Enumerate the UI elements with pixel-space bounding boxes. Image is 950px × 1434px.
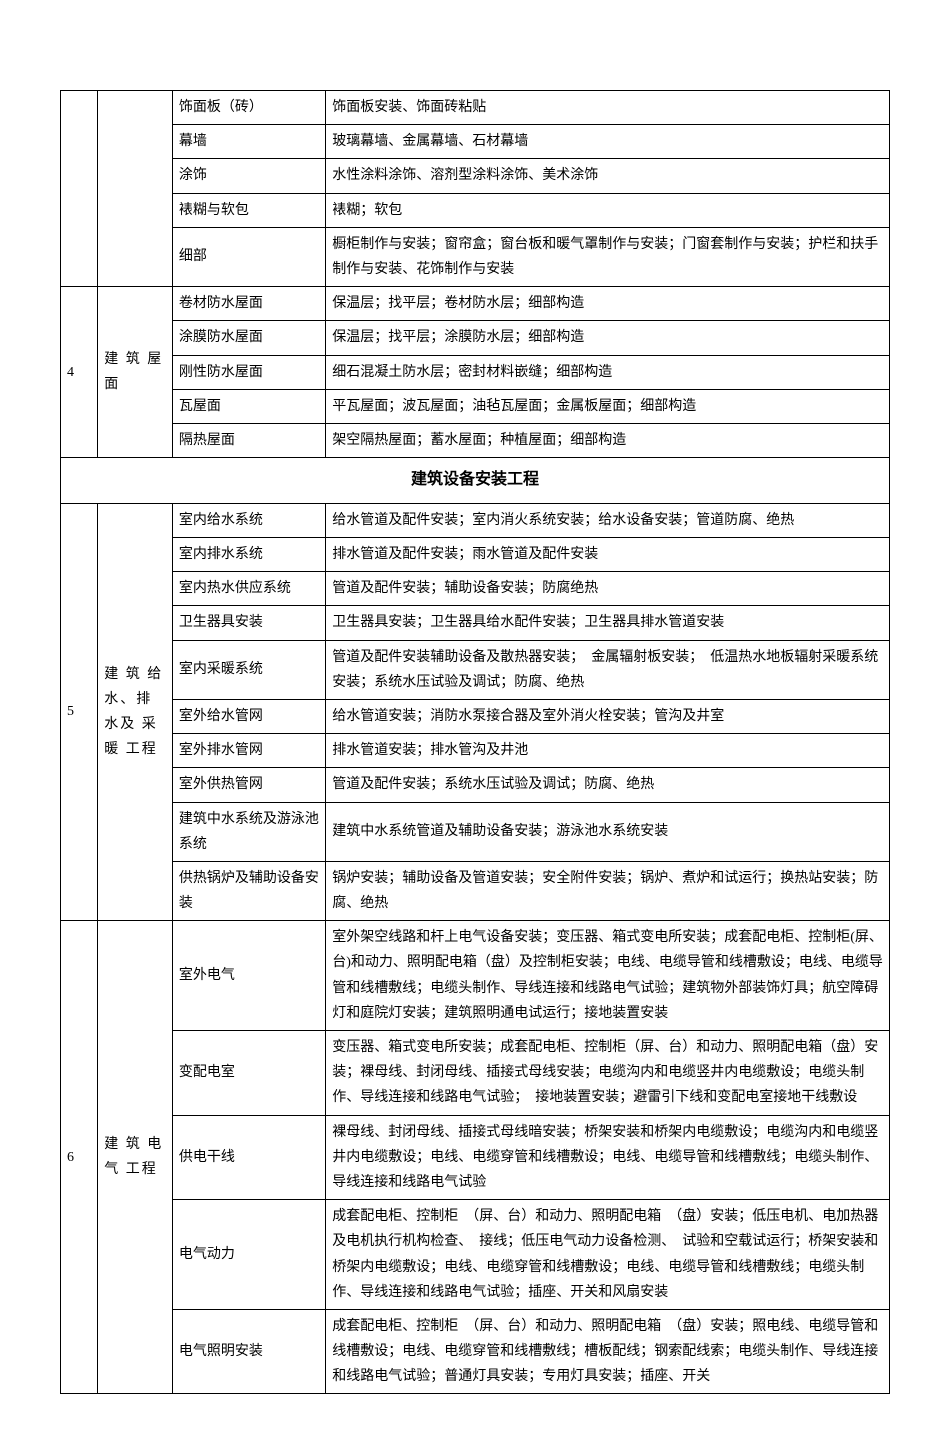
section-header-row: 建筑设备安装工程 xyxy=(61,458,890,504)
table-row: 瓦屋面 平瓦屋面；波瓦屋面；油毡瓦屋面；金属板屋面；细部构造 xyxy=(61,389,890,423)
sub-cell: 卫生器具安装 xyxy=(172,606,325,640)
main-table: 饰面板（砖） 饰面板安装、饰面砖粘贴 幕墙 玻璃幕墙、金属幕墙、石材幕墙 涂饰 … xyxy=(60,90,890,1394)
table-row: 室外排水管网 排水管道安装；排水管沟及井池 xyxy=(61,734,890,768)
sub-cell: 刚性防水屋面 xyxy=(172,355,325,389)
sub-cell: 饰面板（砖） xyxy=(172,91,325,125)
desc-cell: 裱糊；软包 xyxy=(326,193,890,227)
construction-spec-table: 饰面板（砖） 饰面板安装、饰面砖粘贴 幕墙 玻璃幕墙、金属幕墙、石材幕墙 涂饰 … xyxy=(60,90,890,1394)
desc-cell: 给水管道及配件安装；室内消火系统安装；给水设备安装；管道防腐、绝热 xyxy=(326,503,890,537)
table-row: 涂膜防水屋面 保温层；找平层；涂膜防水层；细部构造 xyxy=(61,321,890,355)
num-cell-empty xyxy=(61,91,98,287)
table-row: 5 建 筑 给 水、排水及 采 暖 工程 室内给水系统 给水管道及配件安装；室内… xyxy=(61,503,890,537)
sub-cell: 供热锅炉及辅助设备安装 xyxy=(172,861,325,920)
sub-cell: 裱糊与软包 xyxy=(172,193,325,227)
desc-cell: 管道及配件安装；系统水压试验及调试；防腐、绝热 xyxy=(326,768,890,802)
desc-cell: 橱柜制作与安装；窗帘盒；窗台板和暖气罩制作与安装；门窗套制作与安装；护栏和扶手制… xyxy=(326,227,890,286)
sub-cell: 室外电气 xyxy=(172,921,325,1031)
desc-cell: 成套配电柜、控制柜 （屏、台）和动力、照明配电箱 （盘）安装；照电线、电缆导管和… xyxy=(326,1309,890,1394)
table-row: 供热锅炉及辅助设备安装 锅炉安装；辅助设备及管道安装；安全附件安装；锅炉、煮炉和… xyxy=(61,861,890,920)
desc-cell: 裸母线、封闭母线、插接式母线暗安装；桥架安装和桥架内电缆敷设；电缆沟内和电缆竖井… xyxy=(326,1115,890,1200)
table-row: 供电干线 裸母线、封闭母线、插接式母线暗安装；桥架安装和桥架内电缆敷设；电缆沟内… xyxy=(61,1115,890,1200)
sub-cell: 电气照明安装 xyxy=(172,1309,325,1394)
sub-cell: 室内排水系统 xyxy=(172,538,325,572)
num-cell: 5 xyxy=(61,503,98,920)
sub-cell: 建筑中水系统及游泳池系统 xyxy=(172,802,325,861)
desc-cell: 管道及配件安装；辅助设备安装；防腐绝热 xyxy=(326,572,890,606)
table-row: 幕墙 玻璃幕墙、金属幕墙、石材幕墙 xyxy=(61,125,890,159)
sub-cell: 瓦屋面 xyxy=(172,389,325,423)
sub-cell: 卷材防水屋面 xyxy=(172,287,325,321)
sub-cell: 室外供热管网 xyxy=(172,768,325,802)
sub-cell: 室内给水系统 xyxy=(172,503,325,537)
cat-cell: 建 筑 给 水、排水及 采 暖 工程 xyxy=(98,503,173,920)
desc-cell: 排水管道及配件安装；雨水管道及配件安装 xyxy=(326,538,890,572)
sub-cell: 细部 xyxy=(172,227,325,286)
sub-cell: 供电干线 xyxy=(172,1115,325,1200)
table-row: 涂饰 水性涂料涂饰、溶剂型涂料涂饰、美术涂饰 xyxy=(61,159,890,193)
desc-cell: 架空隔热屋面；蓄水屋面；种植屋面；细部构造 xyxy=(326,423,890,457)
sub-cell: 隔热屋面 xyxy=(172,423,325,457)
table-row: 4 建 筑 屋 面 卷材防水屋面 保温层；找平层；卷材防水层；细部构造 xyxy=(61,287,890,321)
desc-cell: 平瓦屋面；波瓦屋面；油毡瓦屋面；金属板屋面；细部构造 xyxy=(326,389,890,423)
num-cell: 6 xyxy=(61,921,98,1394)
cat-cell: 建 筑 屋 面 xyxy=(98,287,173,458)
table-row: 电气照明安装 成套配电柜、控制柜 （屏、台）和动力、照明配电箱 （盘）安装；照电… xyxy=(61,1309,890,1394)
sub-cell: 室外给水管网 xyxy=(172,699,325,733)
desc-cell: 保温层；找平层；涂膜防水层；细部构造 xyxy=(326,321,890,355)
desc-cell: 管道及配件安装辅助设备及散热器安装； 金属辐射板安装； 低温热水地板辐射采暖系统… xyxy=(326,640,890,699)
sub-cell: 室内采暖系统 xyxy=(172,640,325,699)
table-row: 室外给水管网 给水管道安装；消防水泵接合器及室外消火栓安装；管沟及井室 xyxy=(61,699,890,733)
desc-cell: 水性涂料涂饰、溶剂型涂料涂饰、美术涂饰 xyxy=(326,159,890,193)
desc-cell: 细石混凝土防水层；密封材料嵌缝；细部构造 xyxy=(326,355,890,389)
table-row: 室内采暖系统 管道及配件安装辅助设备及散热器安装； 金属辐射板安装； 低温热水地… xyxy=(61,640,890,699)
sub-cell: 室外排水管网 xyxy=(172,734,325,768)
desc-cell: 排水管道安装；排水管沟及井池 xyxy=(326,734,890,768)
table-row: 裱糊与软包 裱糊；软包 xyxy=(61,193,890,227)
desc-cell: 给水管道安装；消防水泵接合器及室外消火栓安装；管沟及井室 xyxy=(326,699,890,733)
table-row: 6 建 筑 电 气 工程 室外电气 室外架空线路和杆上电气设备安装；变压器、箱式… xyxy=(61,921,890,1031)
sub-cell: 变配电室 xyxy=(172,1031,325,1116)
section-header: 建筑设备安装工程 xyxy=(61,458,890,504)
sub-cell: 幕墙 xyxy=(172,125,325,159)
sub-cell: 室内热水供应系统 xyxy=(172,572,325,606)
desc-cell: 成套配电柜、控制柜 （屏、台）和动力、照明配电箱 （盘）安装；低压电机、电加热器… xyxy=(326,1200,890,1310)
table-row: 变配电室 变压器、箱式变电所安装；成套配电柜、控制柜（屏、台）和动力、照明配电箱… xyxy=(61,1031,890,1116)
sub-cell: 电气动力 xyxy=(172,1200,325,1310)
table-row: 电气动力 成套配电柜、控制柜 （屏、台）和动力、照明配电箱 （盘）安装；低压电机… xyxy=(61,1200,890,1310)
table-row: 建筑中水系统及游泳池系统 建筑中水系统管道及辅助设备安装；游泳池水系统安装 xyxy=(61,802,890,861)
table-row: 隔热屋面 架空隔热屋面；蓄水屋面；种植屋面；细部构造 xyxy=(61,423,890,457)
table-row: 室内排水系统 排水管道及配件安装；雨水管道及配件安装 xyxy=(61,538,890,572)
table-row: 卫生器具安装 卫生器具安装；卫生器具给水配件安装；卫生器具排水管道安装 xyxy=(61,606,890,640)
cat-cell-empty xyxy=(98,91,173,287)
desc-cell: 建筑中水系统管道及辅助设备安装；游泳池水系统安装 xyxy=(326,802,890,861)
desc-cell: 玻璃幕墙、金属幕墙、石材幕墙 xyxy=(326,125,890,159)
table-row: 室外供热管网 管道及配件安装；系统水压试验及调试；防腐、绝热 xyxy=(61,768,890,802)
desc-cell: 锅炉安装；辅助设备及管道安装；安全附件安装；锅炉、煮炉和试运行；换热站安装；防腐… xyxy=(326,861,890,920)
sub-cell: 涂饰 xyxy=(172,159,325,193)
desc-cell: 保温层；找平层；卷材防水层；细部构造 xyxy=(326,287,890,321)
desc-cell: 卫生器具安装；卫生器具给水配件安装；卫生器具排水管道安装 xyxy=(326,606,890,640)
desc-cell: 饰面板安装、饰面砖粘贴 xyxy=(326,91,890,125)
sub-cell: 涂膜防水屋面 xyxy=(172,321,325,355)
table-row: 刚性防水屋面 细石混凝土防水层；密封材料嵌缝；细部构造 xyxy=(61,355,890,389)
table-row: 饰面板（砖） 饰面板安装、饰面砖粘贴 xyxy=(61,91,890,125)
cat-cell: 建 筑 电 气 工程 xyxy=(98,921,173,1394)
table-row: 室内热水供应系统 管道及配件安装；辅助设备安装；防腐绝热 xyxy=(61,572,890,606)
num-cell: 4 xyxy=(61,287,98,458)
desc-cell: 变压器、箱式变电所安装；成套配电柜、控制柜（屏、台）和动力、照明配电箱（盘）安装… xyxy=(326,1031,890,1116)
desc-cell: 室外架空线路和杆上电气设备安装；变压器、箱式变电所安装；成套配电柜、控制柜(屏、… xyxy=(326,921,890,1031)
table-row: 细部 橱柜制作与安装；窗帘盒；窗台板和暖气罩制作与安装；门窗套制作与安装；护栏和… xyxy=(61,227,890,286)
